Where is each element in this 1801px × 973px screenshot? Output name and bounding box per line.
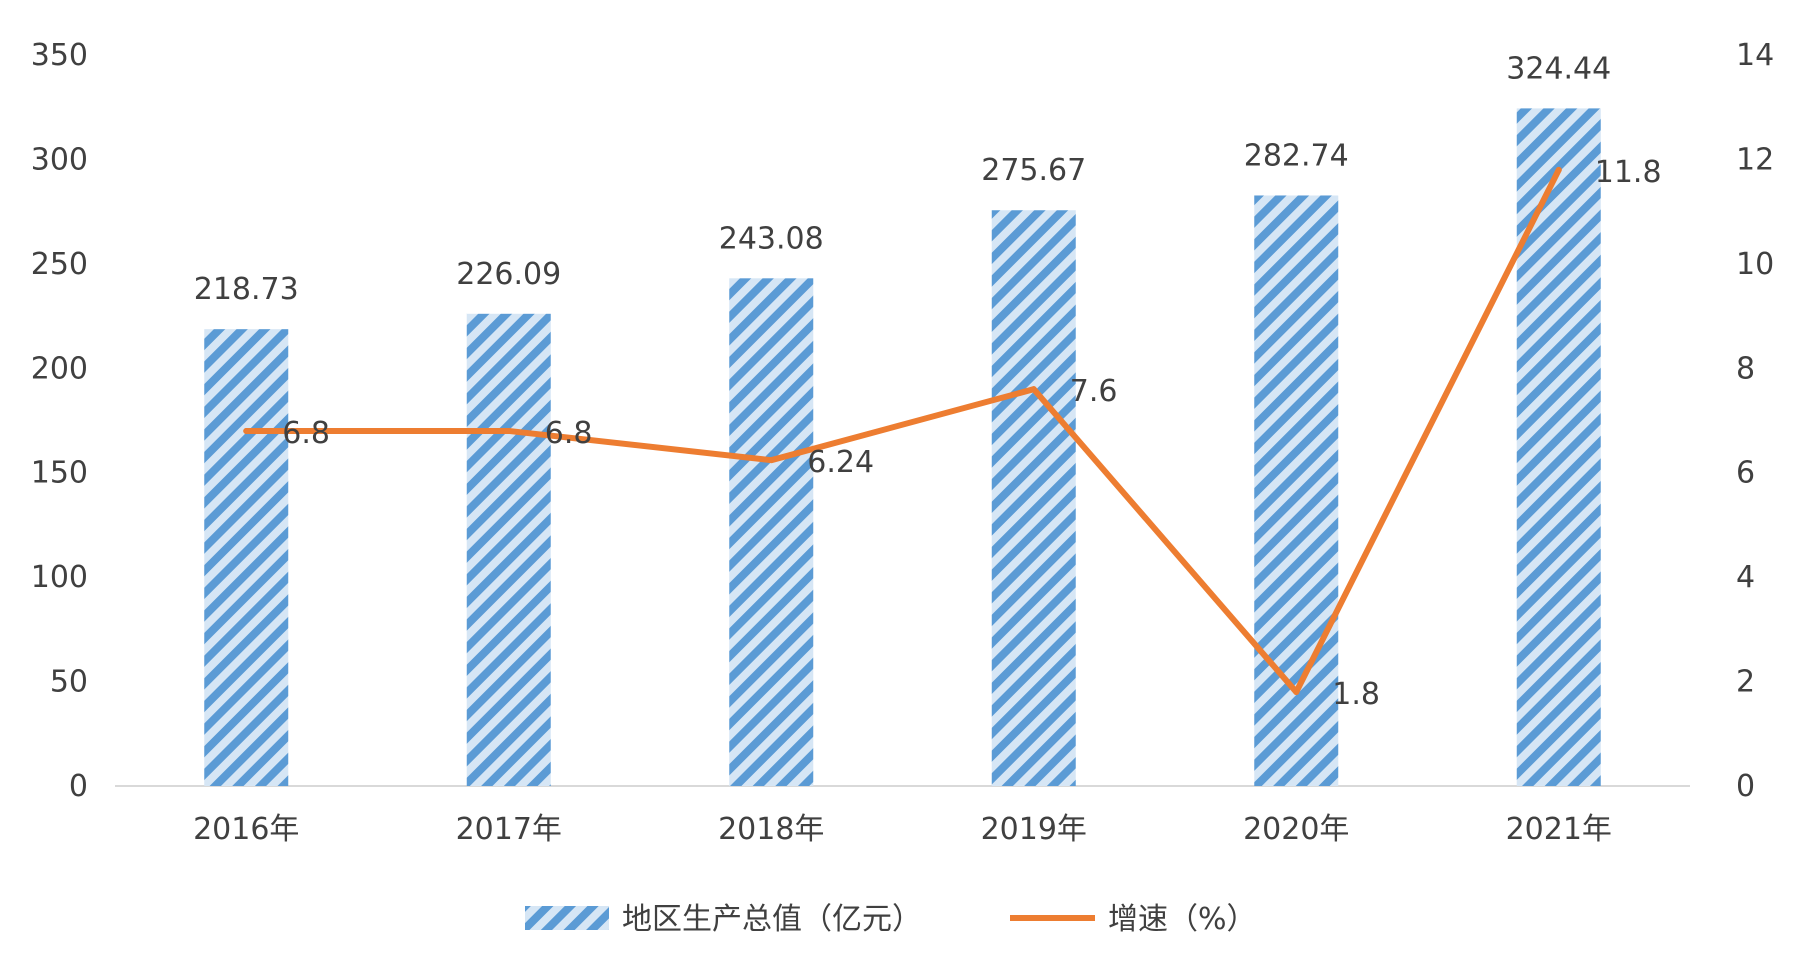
line-point [505,427,512,434]
bar [466,313,551,786]
x-axis-categories: 2016年 2017年 2018年 2019年 2020年 2021年 [193,812,1612,847]
line-series [243,166,1562,696]
legend: 地区生产总值（亿元） 增速（%） [525,902,1257,937]
right-axis-tick-label: 4 [1736,560,1755,595]
x-axis-category-label: 2021年 [1506,812,1612,847]
right-axis-tick-label: 2 [1736,665,1755,700]
x-axis-category-label: 2020年 [1243,812,1349,847]
left-axis-tick-label: 150 [31,456,88,491]
line-data-label: 6.24 [807,445,874,480]
line-data-label: 11.8 [1595,155,1662,190]
right-axis-tick-label: 6 [1736,456,1755,491]
line-data-label: 1.8 [1332,677,1380,712]
line-data-labels: 6.8 6.8 6.24 7.6 1.8 11.8 [282,155,1661,712]
x-axis-category-label: 2019年 [981,812,1087,847]
left-axis-tick-label: 100 [31,560,88,595]
bar [729,278,814,786]
line-point [1293,689,1300,696]
line-point [1555,166,1562,173]
right-axis-tick-label: 10 [1736,247,1774,282]
legend-bar-swatch [525,906,609,930]
bar-data-label: 243.08 [719,221,824,256]
bar-data-label: 324.44 [1506,51,1611,86]
left-axis-tick-label: 350 [31,38,88,73]
bar [991,210,1076,786]
legend-line-label: 增速（%） [1108,902,1257,937]
legend-bar-label: 地区生产总值（亿元） [622,902,922,937]
bar-data-label: 282.74 [1244,138,1349,173]
x-axis-category-label: 2017年 [456,812,562,847]
bar [1254,195,1339,787]
left-axis-tick-label: 0 [69,769,88,804]
bar-data-labels: 218.73 226.09 243.08 275.67 282.74 324.44 [194,51,1611,307]
line-point [1030,386,1037,393]
line-point [768,457,775,464]
right-axis-tick-label: 14 [1736,38,1774,73]
bar-data-label: 275.67 [981,153,1086,188]
growth-rate-line [243,166,1562,696]
line-point [243,427,250,434]
right-axis-tick-label: 12 [1736,142,1774,177]
x-axis-category-label: 2016年 [193,812,299,847]
right-axis-tick-label: 0 [1736,769,1755,804]
right-axis-tick-label: 8 [1736,351,1755,386]
left-axis-tick-label: 50 [50,665,88,700]
left-axis-tick-label: 250 [31,247,88,282]
bar [1516,108,1601,786]
line-data-label: 6.8 [545,416,593,451]
bar [204,329,289,786]
bar-data-label: 226.09 [456,257,561,292]
bar-data-label: 218.73 [194,272,299,307]
right-axis-ticks: 0 2 4 6 8 10 12 14 [1736,38,1774,804]
x-axis-category-label: 2018年 [718,812,824,847]
line-data-label: 7.6 [1070,374,1118,409]
line-data-label: 6.8 [282,416,330,451]
left-axis-tick-label: 200 [31,351,88,386]
left-axis-tick-label: 300 [31,142,88,177]
left-axis-ticks: 0 50 100 150 200 250 300 350 [31,38,88,804]
bar-series [204,108,1601,787]
